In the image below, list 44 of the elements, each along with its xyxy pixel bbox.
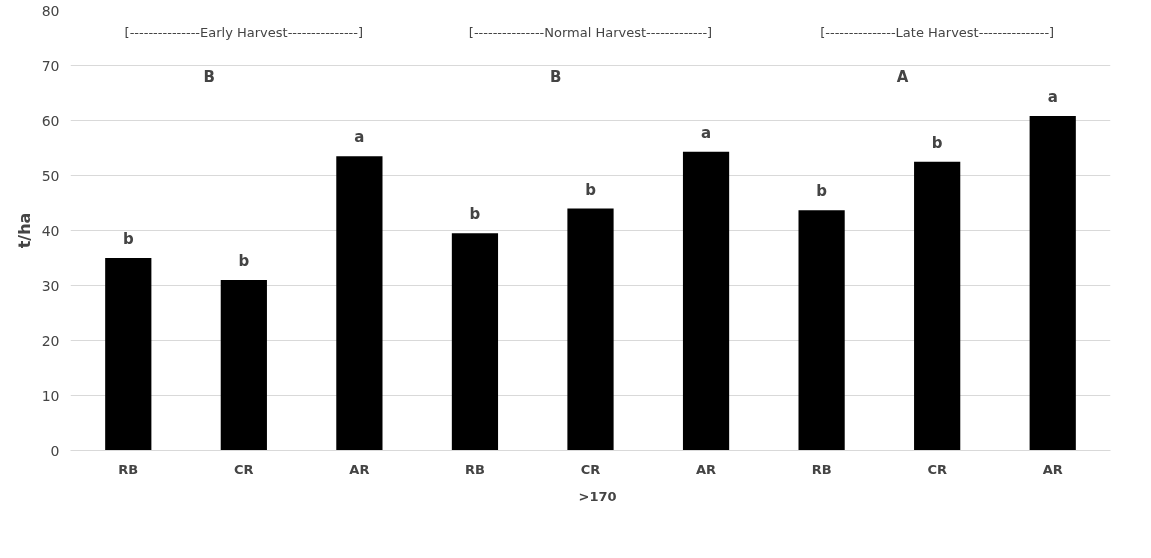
data-label: a xyxy=(1047,88,1058,107)
annotation: A xyxy=(896,67,909,86)
text: >170 xyxy=(578,488,617,504)
annotation: [---------------Normal Harvest-------------] xyxy=(468,25,713,40)
x-tick-label: RB xyxy=(464,461,485,477)
x-tick-label: CR xyxy=(927,461,947,477)
bar xyxy=(220,280,267,451)
x-tick-label: RB xyxy=(118,461,139,477)
data-label: b xyxy=(469,205,481,224)
y-tick-label: 20 xyxy=(41,332,60,349)
y-tick-label: 40 xyxy=(41,222,60,239)
x-tick-label: CR xyxy=(580,461,601,477)
x-tick-label: RB xyxy=(811,461,832,477)
bar xyxy=(105,258,152,451)
x-tick-label: AR xyxy=(349,461,370,477)
bar xyxy=(914,161,961,451)
annotation: [---------------Early Harvest---------------] xyxy=(124,25,364,40)
x-tick-label: AR xyxy=(696,461,717,477)
bar xyxy=(567,208,614,451)
annotation: B xyxy=(550,67,562,86)
data-label: b xyxy=(238,252,250,270)
data-label: a xyxy=(700,123,712,142)
annotation: [---------------Late Harvest---------------] xyxy=(820,25,1055,40)
y-tick-label: 30 xyxy=(41,277,60,294)
y-tick-label: 80 xyxy=(41,2,60,19)
data-label: b xyxy=(585,180,597,199)
data-label: b xyxy=(816,182,828,201)
y-tick-label: 0 xyxy=(50,442,60,459)
y-axis-title: t/ha xyxy=(14,212,34,249)
x-tick-label: CR xyxy=(234,461,254,477)
y-tick-label: 50 xyxy=(41,167,60,184)
y-tick-label: 60 xyxy=(41,112,60,129)
bar xyxy=(682,151,730,451)
y-tick-label: 10 xyxy=(41,387,60,404)
bar xyxy=(1029,116,1076,451)
x-tick-label: AR xyxy=(1042,461,1063,477)
bar xyxy=(336,156,383,451)
data-label: b xyxy=(122,230,134,248)
data-label: a xyxy=(354,128,365,147)
annotation: B xyxy=(203,67,215,86)
bar xyxy=(451,233,499,451)
data-label: b xyxy=(931,133,943,152)
bar xyxy=(798,210,845,451)
y-tick-label: 70 xyxy=(41,57,60,74)
